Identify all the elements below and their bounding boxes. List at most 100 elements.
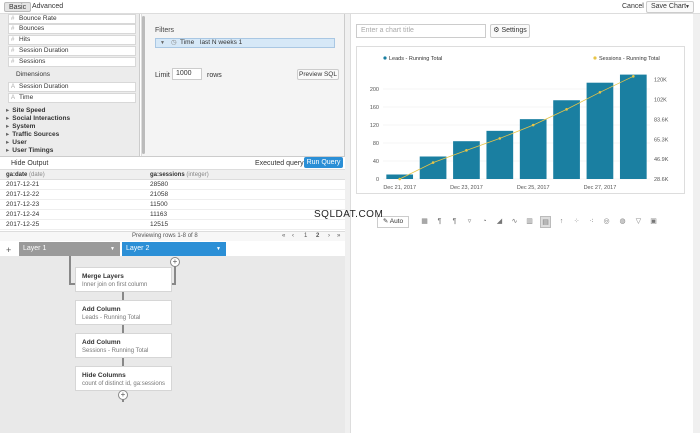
x-tick-label: Dec 25, 2017	[517, 185, 550, 191]
y-right-tick-label: 65.3K	[654, 137, 669, 143]
pipeline-canvas	[0, 256, 345, 433]
y-left-tick-label: 200	[370, 87, 379, 93]
executed-query-link[interactable]: Executed query	[255, 160, 304, 167]
single-value-icon[interactable]: ¶	[437, 218, 442, 225]
add-layer-icon[interactable]: +	[6, 245, 12, 255]
metric-icon: #	[11, 16, 15, 22]
dimensions-heading: Dimensions	[16, 71, 50, 78]
text-chart-icon[interactable]: ¶	[452, 218, 457, 225]
table-row: 2017-12-25 12515	[0, 220, 345, 230]
group-user[interactable]: ▸ User	[6, 139, 27, 146]
expand-icon: ▸	[6, 115, 10, 122]
prev-page-icon[interactable]: ‹	[292, 233, 294, 239]
chevron-down-icon[interactable]: ▼	[110, 246, 115, 252]
hide-output-link[interactable]: Hide Output	[11, 160, 49, 167]
preview-sql-button[interactable]: Preview SQL	[297, 69, 339, 80]
dimension-time[interactable]: A Time	[8, 93, 136, 103]
line-chart-icon[interactable]: ∿	[511, 218, 518, 225]
limit-input[interactable]: 1000	[172, 68, 202, 80]
tab-layer-2[interactable]: Layer 2 ▼	[122, 242, 226, 256]
metric-icon: #	[11, 26, 15, 32]
filter-icon[interactable]: ▽	[635, 218, 642, 225]
tab-layer-1[interactable]: Layer 1 ▼	[19, 242, 120, 256]
chart-title-input[interactable]: Enter a chart title	[356, 24, 486, 38]
chart-svg: 0 40 80 120 160 200 28.6K 46.9K 65.3K 83.6K 102K 12…	[370, 56, 669, 191]
field-hits[interactable]: # Hits	[8, 35, 136, 45]
bar-chart-icon[interactable]: ▥	[526, 218, 533, 225]
settings-button[interactable]: ⚙ Settings	[490, 24, 530, 38]
funnel-chart-icon[interactable]: ▿	[467, 218, 472, 225]
bar	[619, 74, 647, 179]
add-step-icon[interactable]: +	[170, 257, 180, 267]
step-hide-columns[interactable]: Hide Columns count of distinct id, ga:ses…	[75, 366, 172, 391]
filter-row[interactable]: ▼ ◷ Time last N weeks 1	[155, 38, 335, 48]
bubble-chart-icon[interactable]: ⁖	[589, 218, 594, 225]
save-chart-label: Save Chart	[651, 3, 687, 10]
group-traffic-sources[interactable]: ▸ Traffic Sources	[6, 131, 60, 138]
clock-icon: ◷	[171, 39, 177, 46]
last-page-icon[interactable]: »	[337, 233, 341, 239]
group-system[interactable]: ▸ System	[6, 123, 36, 130]
bar	[553, 100, 580, 179]
bar	[586, 82, 614, 179]
bar-line-chart-icon[interactable]: ▤	[540, 216, 551, 228]
save-chart-button[interactable]: Save Chart ▼	[646, 1, 694, 13]
page-2[interactable]: 2	[316, 233, 320, 239]
step-merge-layers[interactable]: Merge Layers Inner join on first column	[75, 267, 172, 292]
watermark: SQLDAT.COM	[314, 209, 384, 220]
tab-basic[interactable]: Basic	[4, 2, 32, 12]
connector-line	[69, 256, 71, 284]
image-chart-icon[interactable]: ▣	[650, 218, 657, 225]
scatter-chart-icon[interactable]: ⁘	[573, 218, 580, 225]
line-point	[531, 123, 535, 127]
y-right-tick-label: 102K	[654, 98, 667, 104]
table-row: 2017-12-23 11500	[0, 200, 345, 210]
pie-chart-icon[interactable]: ◔	[482, 218, 487, 225]
group-user-timings[interactable]: ▸ User Timings	[6, 147, 54, 154]
x-tick-label: Dec 21, 2017	[383, 185, 416, 191]
chevron-down-icon[interactable]: ▼	[216, 246, 221, 252]
chevron-down-icon[interactable]: ▼	[160, 40, 165, 46]
filter-value[interactable]: last N weeks 1	[200, 39, 243, 46]
y-left-tick-label: 80	[373, 141, 379, 147]
line-point	[398, 177, 401, 181]
dimension-session-duration[interactable]: A Session Duration	[8, 82, 136, 92]
add-step-icon[interactable]: +	[118, 390, 128, 400]
donut-chart-icon[interactable]: ◎	[603, 218, 610, 225]
field-bounces[interactable]: # Bounces	[8, 24, 136, 34]
step-add-column-leads[interactable]: Add Column Leads - Running Total	[75, 300, 172, 325]
page-1[interactable]: 1	[304, 233, 308, 239]
metric-icon: #	[11, 48, 15, 54]
expand-icon: ▸	[6, 107, 10, 114]
field-panel-scroll-thumb[interactable]	[142, 16, 145, 154]
field-session-duration[interactable]: # Session Duration	[8, 46, 136, 56]
next-page-icon[interactable]: ›	[328, 233, 330, 239]
arrow-up-icon[interactable]: ↑	[559, 218, 564, 225]
tab-advanced[interactable]: Advanced	[32, 3, 64, 10]
line-point	[465, 149, 468, 152]
y-right-tick-label: 28.6K	[654, 177, 669, 183]
table-chart-icon[interactable]: ▦	[421, 218, 428, 225]
line-point	[632, 75, 635, 78]
expand-icon: ▸	[6, 147, 10, 154]
column-header-sessions[interactable]: ga:sessions (integer)	[150, 172, 209, 178]
dimension-icon: A	[11, 84, 16, 90]
cancel-button[interactable]: Cancel	[622, 3, 644, 10]
column-header-date[interactable]: ga:date (date)	[6, 172, 45, 178]
auto-chart-button[interactable]: ✎ Auto	[377, 216, 409, 228]
group-site-speed[interactable]: ▸ Site Speed	[6, 107, 46, 114]
field-sessions[interactable]: # Sessions	[8, 57, 136, 67]
gear-icon: ⚙	[493, 27, 500, 34]
map-chart-icon[interactable]: ◍	[619, 218, 626, 225]
run-query-button[interactable]: Run Query	[304, 157, 343, 168]
first-page-icon[interactable]: «	[282, 233, 286, 239]
bar	[519, 119, 547, 179]
connector-line	[69, 283, 76, 285]
group-social-interactions[interactable]: ▸ Social Interactions	[6, 115, 71, 122]
area-chart-icon[interactable]: ◢	[496, 218, 503, 225]
legend-label: Leads - Running Total	[389, 56, 442, 62]
step-add-column-sessions[interactable]: Add Column Sessions - Running Total	[75, 333, 172, 358]
field-bounce-rate[interactable]: # Bounce Rate	[8, 14, 136, 24]
y-left-tick-label: 0	[376, 177, 379, 183]
table-row: 2017-12-24 11163	[0, 210, 345, 220]
